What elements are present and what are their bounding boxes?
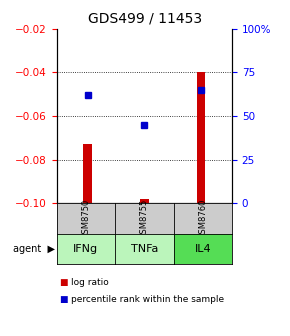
Text: GSM8750: GSM8750: [81, 198, 90, 239]
Text: percentile rank within the sample: percentile rank within the sample: [71, 295, 224, 303]
Text: log ratio: log ratio: [71, 278, 109, 287]
Bar: [140, 199, 148, 203]
Text: agent  ▶: agent ▶: [13, 244, 55, 254]
Text: ■: ■: [59, 278, 68, 287]
Text: GSM8760: GSM8760: [198, 198, 207, 239]
Bar: [197, 72, 205, 203]
Text: TNFa: TNFa: [130, 244, 158, 254]
Bar: [84, 144, 92, 203]
Text: GSM8755: GSM8755: [140, 198, 149, 239]
Text: IFNg: IFNg: [73, 244, 98, 254]
Text: ■: ■: [59, 295, 68, 303]
Text: GDS499 / 11453: GDS499 / 11453: [88, 12, 202, 26]
Text: IL4: IL4: [195, 244, 211, 254]
